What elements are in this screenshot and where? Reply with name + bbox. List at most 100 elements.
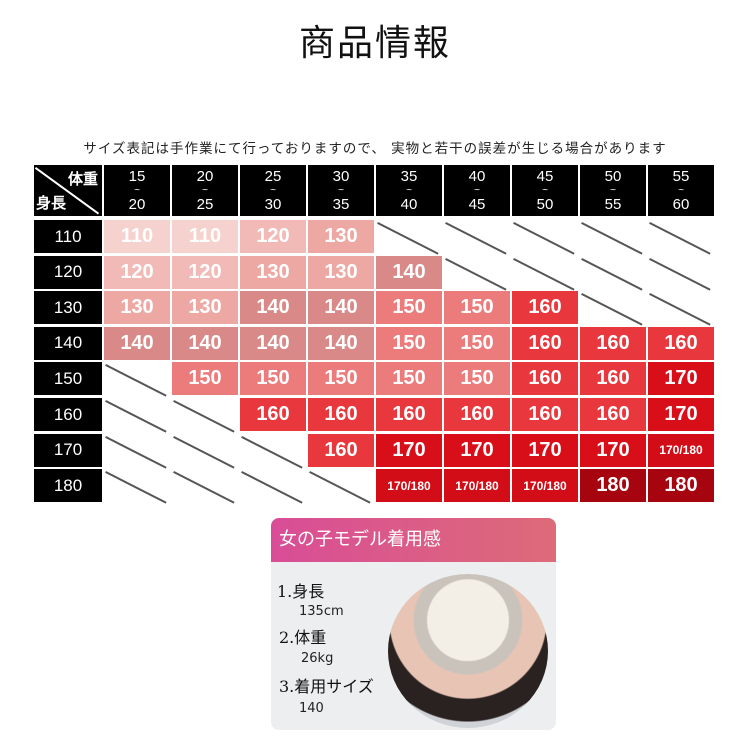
model-photo <box>388 574 548 728</box>
weight-header-6: 45 ~50 <box>512 165 578 216</box>
size-cell: 150 <box>376 291 442 325</box>
size-cell: 160 <box>580 326 646 360</box>
size-cell: 160 <box>240 398 306 431</box>
range-tilde: ~ <box>610 184 616 196</box>
weight-min: 30 <box>332 167 350 185</box>
size-cell: 150 <box>444 362 510 396</box>
not-applicable-slash <box>173 435 235 468</box>
weight-min: 55 <box>672 167 690 185</box>
not-applicable-slash <box>581 257 643 290</box>
range-tilde: ~ <box>474 184 480 196</box>
size-cell: 140 <box>240 326 306 360</box>
size-cell: 140 <box>104 326 170 360</box>
size-cell: 160 <box>376 398 442 431</box>
size-cell: 170 <box>580 433 646 467</box>
size-cell: 140 <box>308 291 374 325</box>
size-cell: 170 <box>512 433 578 467</box>
size-cell: 150 <box>444 326 510 360</box>
size-cell: 160 <box>308 398 374 431</box>
height-header-130: 130 <box>34 291 102 325</box>
not-applicable-slash <box>649 293 711 326</box>
size-note: サイズ表記は手作業にて行っておりますので、 実物と若干の誤差が生じる場合がありま… <box>83 141 667 157</box>
weight-header-3: 30 ~35 <box>308 165 374 216</box>
size-cell: 140 <box>172 326 238 360</box>
range-tilde: ~ <box>678 184 684 196</box>
size-cell: 170 <box>648 398 714 431</box>
height-header-180: 180 <box>34 469 102 503</box>
not-applicable-slash <box>241 435 303 468</box>
not-applicable-slash <box>445 257 507 290</box>
weight-header-1: 20 ~25 <box>172 165 238 216</box>
weight-min: 40 <box>468 167 486 185</box>
height-label: 身長 <box>36 195 67 212</box>
size-cell: 130 <box>308 255 374 289</box>
size-cell: 160 <box>308 433 374 467</box>
weight-header-8: 55 ~60 <box>648 165 714 216</box>
size-cell: 110 <box>172 220 238 253</box>
weight-item-value: 26kg <box>301 651 334 666</box>
weight-header-4: 35 ~40 <box>376 165 442 216</box>
not-applicable-slash <box>241 471 303 504</box>
size-cell: 170 <box>444 433 510 467</box>
size-cell: 170/180 <box>444 469 510 503</box>
size-cell: 180 <box>580 469 646 503</box>
size-cell: 170 <box>376 433 442 467</box>
size-cell: 150 <box>240 362 306 396</box>
height-item-value: 135cm <box>299 604 344 619</box>
weight-max: 55 <box>604 195 622 213</box>
weight-min: 45 <box>536 167 554 185</box>
range-tilde: ~ <box>406 184 412 196</box>
weight-max: 50 <box>536 195 554 213</box>
not-applicable-slash <box>105 471 167 504</box>
size-cell: 140 <box>308 326 374 360</box>
weight-min: 25 <box>264 167 282 185</box>
not-applicable-slash <box>513 222 575 255</box>
weight-max: 30 <box>264 195 282 213</box>
not-applicable-slash <box>649 257 711 290</box>
height-header-150: 150 <box>34 362 102 396</box>
size-cell: 170/180 <box>648 433 714 467</box>
height-header-140: 140 <box>34 326 102 360</box>
size-cell: 170/180 <box>376 469 442 503</box>
size-cell: 130 <box>172 291 238 325</box>
range-tilde: ~ <box>338 184 344 196</box>
range-tilde: ~ <box>202 184 208 196</box>
size-item-label: 3.着用サイズ <box>279 677 374 696</box>
corner-header: 体重 身長 <box>34 165 102 216</box>
not-applicable-slash <box>173 400 235 433</box>
range-tilde: ~ <box>542 184 548 196</box>
weight-header-2: 25 ~30 <box>240 165 306 216</box>
weight-min: 15 <box>128 167 146 185</box>
size-cell: 120 <box>104 255 170 289</box>
model-fit-card: 女の子モデル着用感 1.身長 135cm 2.体重 26kg 3.着用サイズ 1… <box>271 518 556 730</box>
size-cell: 160 <box>512 326 578 360</box>
weight-header-5: 40 ~45 <box>444 165 510 216</box>
weight-min: 20 <box>196 167 214 185</box>
size-cell: 120 <box>172 255 238 289</box>
model-card-heading: 女の子モデル着用感 <box>271 518 556 562</box>
height-item-label: 1.身長 <box>277 582 325 601</box>
size-cell: 160 <box>444 398 510 431</box>
size-cell: 150 <box>376 362 442 396</box>
height-header-110: 110 <box>34 220 102 253</box>
weight-header-7: 50 ~55 <box>580 165 646 216</box>
size-cell: 120 <box>240 220 306 253</box>
size-item-value: 140 <box>299 701 324 716</box>
not-applicable-slash <box>377 222 439 255</box>
range-tilde: ~ <box>134 184 140 196</box>
size-cell: 150 <box>308 362 374 396</box>
size-cell: 160 <box>512 362 578 396</box>
weight-max: 25 <box>196 195 214 213</box>
weight-min: 35 <box>400 167 418 185</box>
height-header-160: 160 <box>34 398 102 431</box>
not-applicable-slash <box>513 257 575 290</box>
size-cell: 130 <box>308 220 374 253</box>
size-cell: 170/180 <box>512 469 578 503</box>
size-cell: 130 <box>240 255 306 289</box>
weight-max: 35 <box>332 195 350 213</box>
range-tilde: ~ <box>270 184 276 196</box>
size-cell: 170 <box>648 362 714 396</box>
size-cell: 150 <box>444 291 510 325</box>
weight-max: 60 <box>672 195 690 213</box>
size-cell: 140 <box>376 255 442 289</box>
